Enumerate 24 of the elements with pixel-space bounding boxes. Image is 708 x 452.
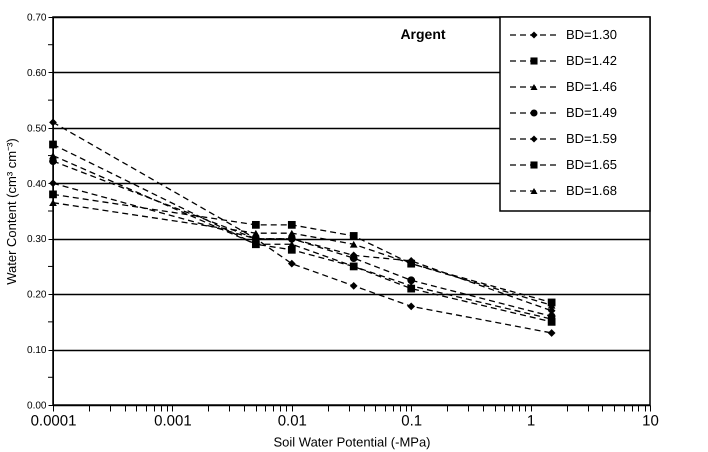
y-tick-label: 0.60 [27, 68, 47, 79]
y-tick-label: 0.30 [27, 234, 47, 246]
text: Argent [400, 26, 446, 42]
legend-label: BD=1.30 [566, 27, 617, 42]
legend-label: BD=1.42 [566, 53, 617, 68]
x-tick-label: 10 [642, 412, 659, 430]
legend-label: BD=1.46 [566, 79, 617, 94]
legend-label: BD=1.68 [566, 183, 617, 198]
legend-label: BD=1.65 [566, 157, 617, 172]
x-tick-label: 0.0001 [30, 412, 76, 430]
y-tick-label: 0.10 [27, 345, 47, 356]
legend-label: BD=1.49 [566, 105, 617, 120]
y-tick-label: 0.20 [27, 290, 47, 301]
x-axis-title: Soil Water Potential (-MPa) [273, 434, 431, 450]
y-tick-label: 0.70 [27, 12, 47, 24]
y-tick-label: 0.50 [27, 123, 47, 134]
legend-label: BD=1.59 [566, 131, 617, 146]
x-tick-label: 0.01 [278, 412, 307, 430]
x-tick-label: 0.001 [154, 412, 192, 430]
y-tick-label: 0.40 [27, 178, 47, 190]
x-tick-label: 1 [526, 412, 536, 430]
x-tick-label: 0.1 [401, 412, 422, 430]
y-tick-label: 0.00 [27, 400, 47, 412]
y-axis-title: Water Content (cm³ cm⁻³) [4, 138, 20, 285]
